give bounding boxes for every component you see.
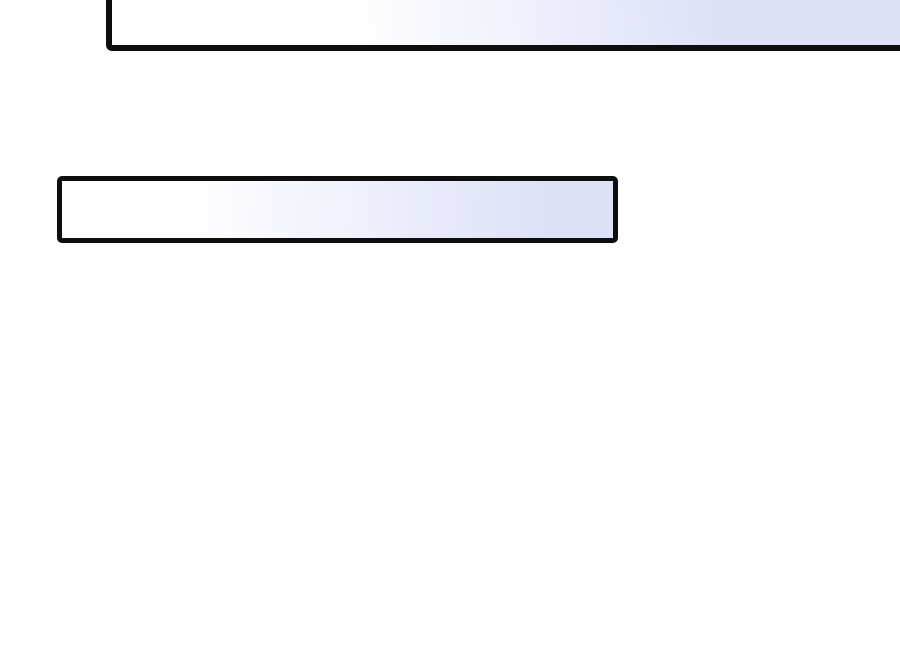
narration-box-middle [57, 176, 618, 243]
narration-box-top [106, 0, 900, 51]
